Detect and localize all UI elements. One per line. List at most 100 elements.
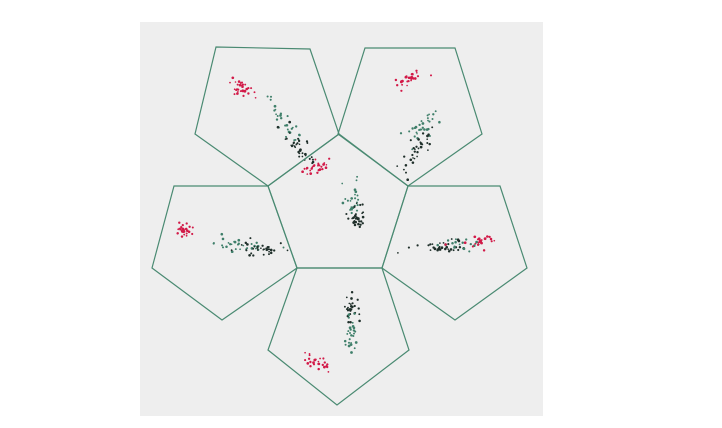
scatter-point-teal (254, 247, 257, 250)
scatter-point-teal (347, 313, 351, 317)
scatter-point-red (493, 239, 496, 242)
scatter-point-red (323, 162, 326, 164)
scatter-point-teal (351, 324, 355, 328)
scatter-point-dark (440, 246, 444, 249)
scatter-point-dark (409, 139, 412, 142)
scatter-point-dark (419, 141, 422, 144)
scatter-point-teal (348, 338, 351, 341)
scatter-point-dark (350, 297, 353, 300)
scatter-point-red (323, 361, 326, 364)
scatter-point-dark (456, 238, 460, 242)
scatter-point-red (325, 164, 328, 166)
scatter-point-red (415, 69, 418, 72)
scatter-point-teal (273, 104, 277, 108)
scatter-point-dark (404, 164, 408, 167)
panel-bottom (267, 267, 410, 406)
scatter-point-dark (252, 254, 255, 257)
scatter-point-red (323, 365, 326, 369)
scatter-point-teal (434, 110, 437, 113)
scatter-point-teal (227, 242, 230, 244)
scatter-point-dark (412, 157, 414, 159)
scatter-point-red (415, 71, 418, 74)
scatter-point-dark (447, 243, 450, 246)
scatter-point-dark (429, 249, 432, 251)
scatter-point-red (401, 83, 404, 86)
scatter-point-red (327, 371, 330, 373)
scatter-point-teal (356, 175, 359, 178)
scatter-point-dark (346, 308, 349, 311)
scatter-point-teal (352, 335, 355, 337)
scatter-point-teal (349, 343, 353, 346)
panel-outline (337, 47, 483, 187)
scatter-point-teal (279, 112, 283, 115)
scatter-point-teal (246, 247, 249, 250)
figure-background (140, 22, 543, 416)
scatter-point-teal (353, 332, 355, 335)
scatter-point-teal (344, 198, 347, 200)
scatter-point-red (235, 88, 239, 91)
points-group (397, 235, 496, 254)
scatter-point-teal (298, 133, 301, 137)
scatter-point-dark (355, 216, 358, 219)
scatter-point-red (317, 367, 320, 371)
scatter-point-teal (269, 98, 272, 101)
scatter-point-dark (301, 155, 304, 158)
scatter-point-dark (403, 155, 406, 158)
scatter-point-dark (427, 244, 430, 247)
scatter-point-teal (346, 332, 349, 335)
scatter-point-teal (220, 232, 224, 236)
scatter-point-dark (348, 308, 352, 311)
scatter-point-dark (397, 252, 399, 254)
scatter-point-teal (229, 243, 232, 246)
scatter-point-dark (411, 153, 414, 157)
scatter-point-red (241, 85, 244, 88)
scatter-point-red (247, 92, 250, 95)
scatter-point-teal (347, 341, 351, 344)
scatter-point-teal (242, 244, 245, 247)
scatter-point-red (233, 93, 236, 96)
scatter-point-teal (282, 246, 285, 249)
scatter-point-teal (411, 127, 414, 130)
scatter-point-teal (239, 248, 241, 251)
scatter-point-red (320, 165, 323, 168)
scatter-point-dark (428, 142, 431, 146)
scatter-point-red (247, 86, 250, 90)
scatter-point-dark (310, 156, 313, 159)
scatter-point-teal (347, 344, 351, 348)
scatter-point-dark (426, 138, 429, 141)
scatter-point-teal (350, 211, 353, 215)
scatter-point-teal (415, 131, 418, 134)
scatter-point-teal (212, 242, 215, 245)
scatter-point-red (179, 227, 182, 231)
scatter-point-teal (347, 330, 350, 333)
scatter-point-teal (233, 240, 237, 244)
scatter-point-dark (361, 222, 364, 225)
scatter-point-dark (411, 161, 415, 164)
scatter-point-teal (428, 113, 430, 116)
scatter-point-dark (286, 249, 289, 252)
scatter-point-red (317, 360, 320, 363)
scatter-point-red (314, 158, 317, 161)
scatter-point-teal (355, 179, 358, 182)
scatter-point-teal (294, 138, 297, 141)
scatter-point-red (326, 363, 329, 366)
scatter-point-dark (304, 152, 307, 156)
scatter-point-dark (431, 126, 434, 129)
scatter-point-red (410, 77, 413, 81)
points-group (229, 76, 315, 165)
scatter-point-teal (416, 132, 418, 135)
scatter-point-dark (358, 313, 361, 316)
scatter-point-dark (301, 152, 304, 155)
panel-left (151, 185, 298, 321)
points-group (301, 157, 365, 229)
scatter-point-teal (346, 199, 349, 202)
scatter-point-teal (356, 204, 359, 207)
scatter-point-teal (341, 201, 345, 205)
scatter-point-red (479, 240, 482, 243)
scatter-point-dark (262, 253, 265, 256)
scatter-point-red (308, 354, 311, 357)
scatter-point-red (400, 89, 403, 92)
scatter-point-dark (419, 145, 423, 149)
scatter-point-teal (413, 126, 417, 130)
scatter-point-dark (349, 303, 352, 305)
